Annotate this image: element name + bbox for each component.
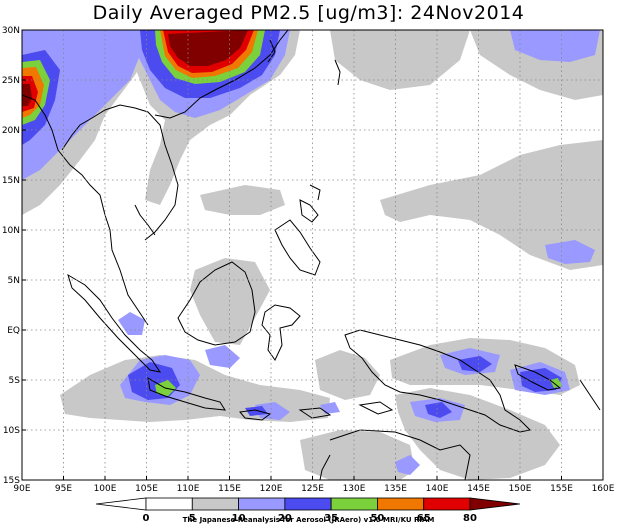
axis-ticks: 90E 95E 100E 105E 110E 115E 120E 125E 130E 135E 14… bbox=[2, 26, 615, 494]
colorbar: 0 5 10 20 35 50 65 80 bbox=[95, 497, 521, 524]
map-grid bbox=[22, 30, 603, 480]
colorbar-level-label: 5 bbox=[189, 513, 196, 524]
coastlines bbox=[22, 30, 601, 480]
colorbar-level-label: 65 bbox=[417, 513, 431, 524]
concentration-field bbox=[22, 30, 603, 480]
lon-tick-label: 160E bbox=[592, 484, 615, 494]
lat-tick-label: 15N bbox=[2, 176, 20, 186]
lon-tick-label: 100E bbox=[94, 484, 117, 494]
lon-tick-label: 120E bbox=[260, 484, 283, 494]
colorbar-segment bbox=[423, 497, 471, 511]
colorbar-level-label: 0 bbox=[143, 513, 150, 524]
lat-tick-label: 25N bbox=[2, 76, 20, 86]
colorbar-level-label: 80 bbox=[463, 513, 477, 524]
lat-tick-label: 10S bbox=[3, 426, 20, 436]
lat-tick-label: 20N bbox=[2, 126, 20, 136]
lon-tick-label: 95E bbox=[55, 484, 72, 494]
colorbar-segment bbox=[330, 497, 378, 511]
colorbar-level-label: 20 bbox=[278, 513, 292, 524]
lat-tick-label: 30N bbox=[2, 26, 20, 36]
colorbar-segment bbox=[191, 497, 239, 511]
credit-text: The Japanese Reanalysis for Aerosol (JRA… bbox=[182, 516, 435, 524]
colorbar-segment bbox=[145, 497, 193, 511]
lon-tick-label: 90E bbox=[13, 484, 30, 494]
colorbar-segment bbox=[377, 497, 425, 511]
lon-tick-label: 105E bbox=[135, 484, 158, 494]
lat-tick-label: 5S bbox=[9, 376, 21, 386]
lat-tick-label: 5N bbox=[8, 276, 20, 286]
lat-tick-label: 10N bbox=[2, 226, 20, 236]
colorbar-low-arrow bbox=[95, 497, 147, 511]
lat-tick-label: EQ bbox=[7, 326, 20, 336]
lon-tick-label: 110E bbox=[177, 484, 200, 494]
map-title: Daily Averaged PM2.5 [ug/m3]: 24Nov2014 bbox=[92, 2, 525, 24]
lon-tick-label: 130E bbox=[343, 484, 366, 494]
colorbar-segment bbox=[284, 497, 332, 511]
colorbar-high-arrow bbox=[469, 497, 521, 511]
colorbar-level-label: 50 bbox=[370, 513, 384, 524]
lon-tick-label: 115E bbox=[218, 484, 241, 494]
lon-tick-label: 150E bbox=[509, 484, 532, 494]
lon-tick-label: 135E bbox=[384, 484, 407, 494]
colorbar-level-label: 10 bbox=[232, 513, 246, 524]
lon-tick-label: 155E bbox=[550, 484, 573, 494]
lat-tick-label: 15S bbox=[3, 476, 20, 486]
lon-tick-label: 125E bbox=[301, 484, 324, 494]
lon-tick-label: 140E bbox=[426, 484, 449, 494]
colorbar-level-label: 35 bbox=[324, 513, 338, 524]
lon-tick-label: 145E bbox=[467, 484, 490, 494]
colorbar-segment bbox=[238, 497, 286, 511]
